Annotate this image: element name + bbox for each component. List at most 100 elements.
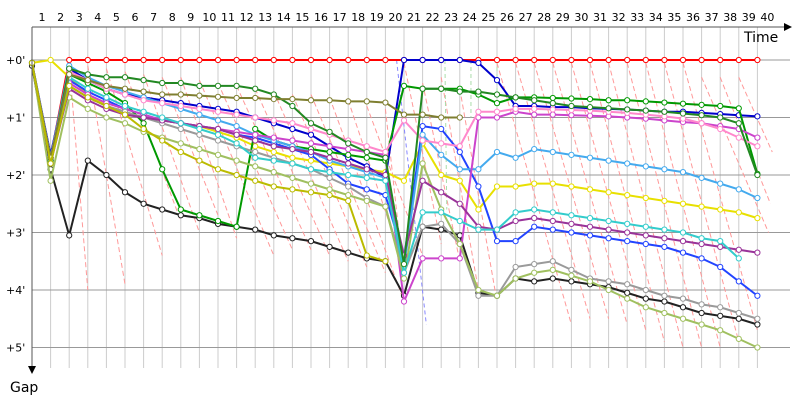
series-line (31, 62, 758, 158)
data-point (642, 295, 649, 302)
data-point (345, 98, 352, 105)
data-point (307, 189, 315, 196)
data-point (103, 56, 110, 64)
data-point (140, 114, 147, 121)
data-point (475, 183, 482, 190)
data-point (177, 56, 184, 64)
x-tick-label: 37 (705, 11, 719, 24)
data-point (326, 97, 333, 104)
data-point (270, 143, 277, 150)
data-point (307, 131, 315, 138)
data-point (84, 157, 91, 164)
data-point (475, 286, 482, 294)
data-point (568, 112, 575, 119)
data-point (605, 286, 612, 294)
data-point (568, 272, 575, 279)
data-point (438, 209, 445, 216)
data-point (233, 111, 240, 118)
data-point (438, 85, 445, 92)
data-point (252, 125, 259, 133)
data-point (605, 226, 612, 233)
data-point (345, 249, 352, 256)
data-point (605, 157, 612, 164)
data-point (531, 111, 538, 118)
data-point (735, 186, 742, 193)
data-point (326, 154, 333, 161)
data-point (698, 255, 705, 262)
data-point (586, 104, 594, 111)
data-point (549, 275, 556, 282)
data-point (679, 249, 687, 256)
data-point (363, 148, 370, 156)
x-tick-label: 1 (39, 11, 46, 24)
data-point (642, 304, 649, 311)
data-point (270, 157, 277, 164)
data-point (326, 243, 333, 250)
data-point (270, 183, 277, 190)
data-point (717, 56, 724, 64)
data-point (642, 107, 649, 114)
data-point (568, 212, 575, 219)
data-point (493, 226, 501, 233)
data-point (214, 117, 222, 124)
data-point (177, 120, 184, 127)
data-point (624, 106, 631, 113)
data-point (419, 131, 426, 138)
data-point (419, 111, 426, 118)
x-tick-label: 36 (686, 11, 700, 24)
data-point (717, 180, 724, 187)
data-point (159, 91, 166, 98)
data-point (754, 194, 761, 202)
x-tick-label: 35 (667, 11, 681, 24)
data-point (121, 91, 129, 98)
data-point (345, 56, 352, 64)
data-point (717, 125, 724, 133)
data-point (549, 266, 556, 273)
y-axis-title: Gap (10, 380, 38, 396)
data-point (382, 56, 389, 64)
data-point (326, 128, 333, 135)
data-point (493, 183, 501, 190)
data-point (531, 261, 538, 268)
x-tick-label: 16 (314, 11, 328, 24)
data-point (252, 177, 259, 184)
data-point (233, 157, 240, 164)
x-tick-label: 6 (132, 11, 139, 24)
data-point (233, 82, 240, 89)
data-point (47, 56, 54, 64)
data-point (754, 344, 761, 351)
data-point (754, 143, 761, 150)
data-point (382, 148, 389, 156)
data-point (661, 108, 668, 115)
data-point (624, 97, 631, 104)
pit-stop-line (552, 62, 628, 325)
data-point (717, 304, 724, 311)
data-point (438, 220, 445, 227)
data-point (531, 180, 538, 187)
series-line (31, 62, 759, 229)
data-point (345, 146, 352, 153)
data-point (717, 263, 724, 271)
data-point (159, 79, 166, 87)
data-point (252, 143, 259, 150)
data-point (698, 120, 705, 127)
x-tick-label: 23 (444, 11, 458, 24)
data-point (624, 160, 631, 167)
data-point (679, 295, 687, 302)
special-line (444, 59, 448, 210)
data-point (66, 82, 73, 89)
data-point (140, 88, 147, 95)
data-point (605, 278, 612, 285)
x-tick-label: 2 (57, 11, 64, 24)
data-point (103, 102, 110, 110)
y-tick-label: +0' (6, 54, 25, 67)
x-tick-label: 13 (258, 11, 272, 24)
data-point (456, 56, 463, 64)
pit-stop-line (273, 91, 349, 262)
data-point (586, 56, 594, 64)
data-point (735, 120, 742, 127)
x-axis-title: Time (743, 30, 778, 46)
x-tick-label: 21 (407, 11, 421, 24)
data-point (103, 82, 110, 89)
data-point (177, 148, 184, 156)
